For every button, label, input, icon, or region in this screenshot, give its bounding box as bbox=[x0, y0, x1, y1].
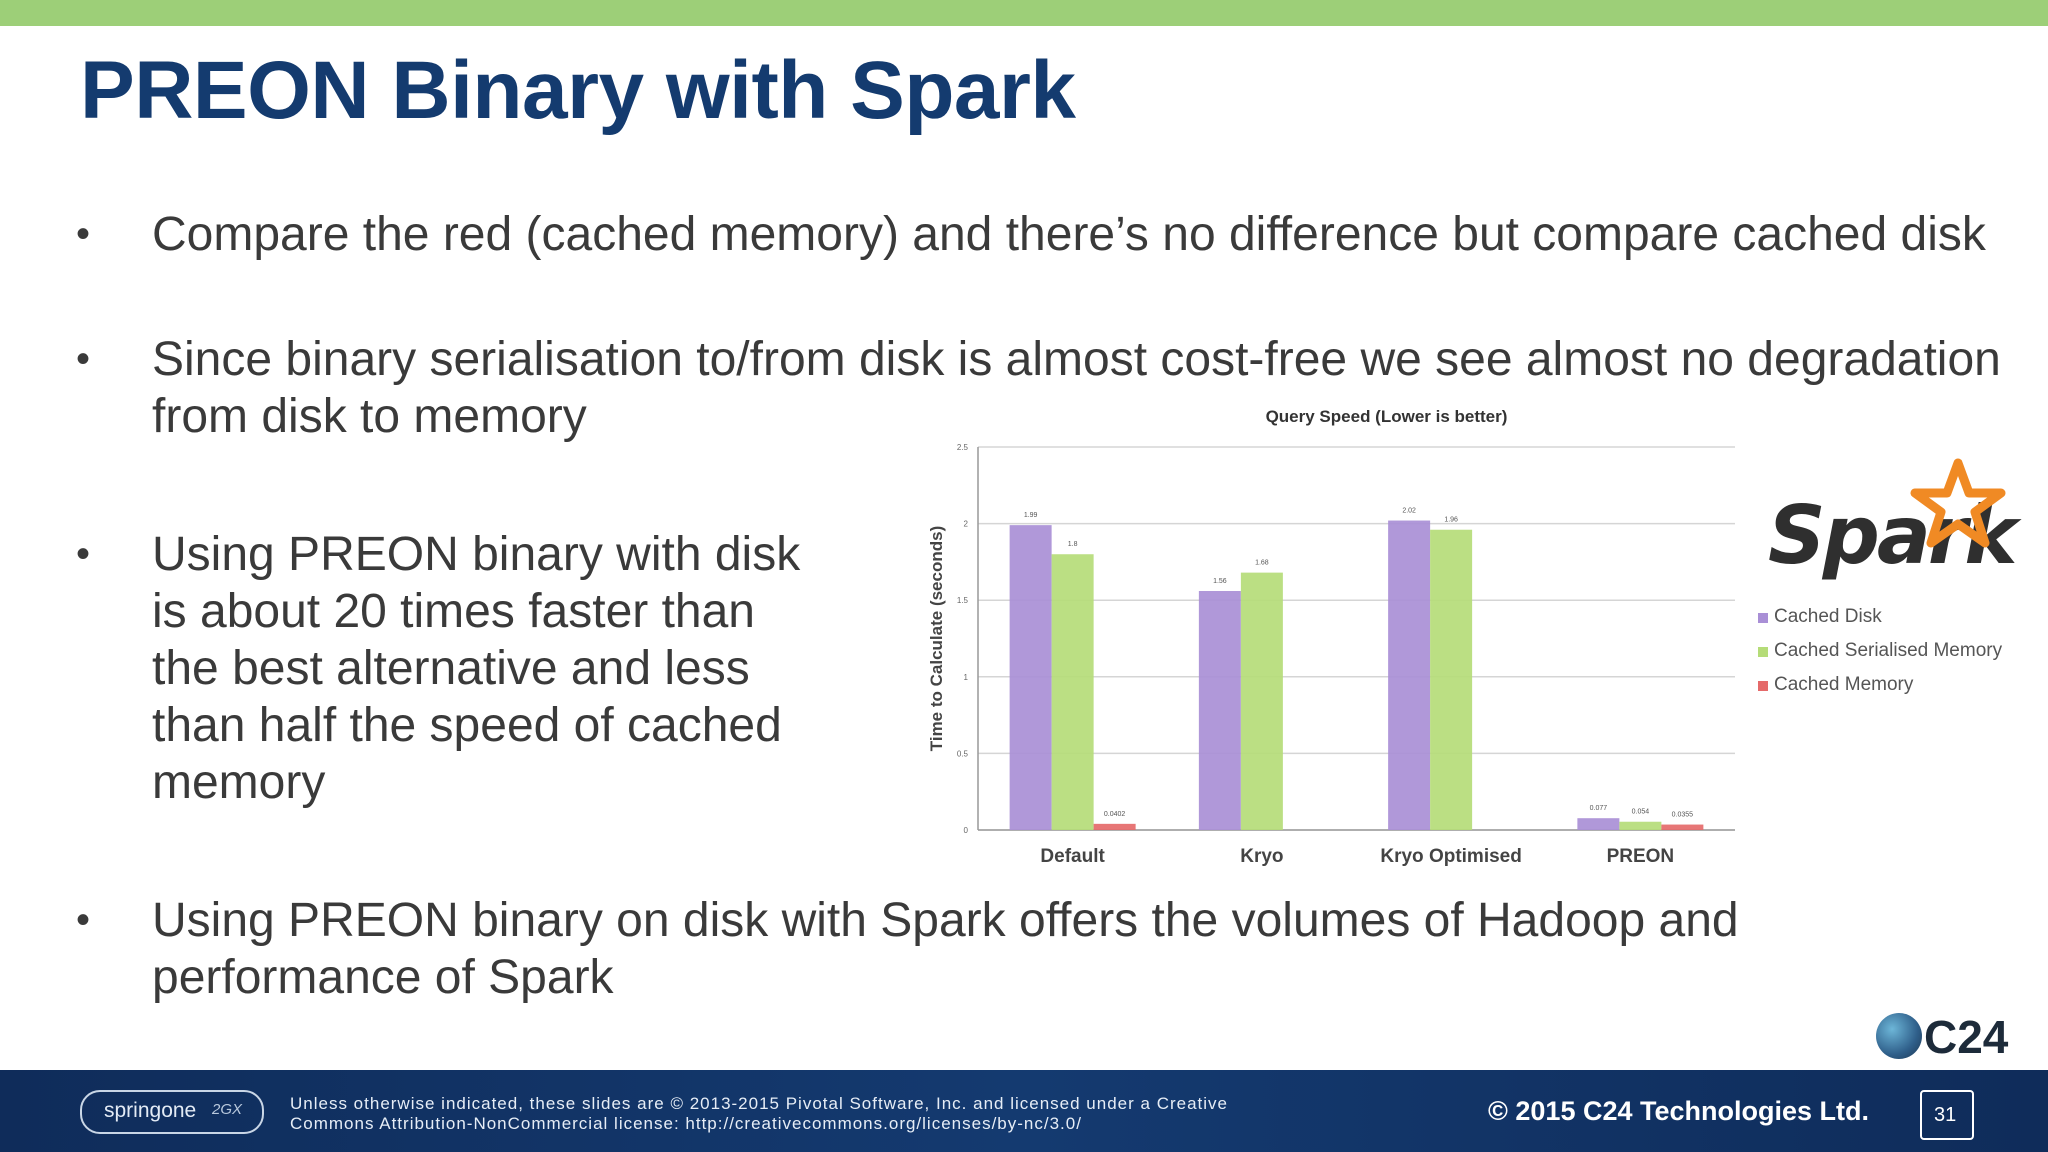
slide-title: PREON Binary with Spark bbox=[80, 45, 1076, 136]
bar bbox=[1430, 529, 1473, 830]
data-label: 0.054 bbox=[1632, 809, 1650, 816]
bar bbox=[1051, 554, 1094, 830]
data-label: 1.96 bbox=[1444, 517, 1458, 524]
bar bbox=[1619, 821, 1662, 830]
bullet-text: Compare the red (cached memory) and ther… bbox=[152, 208, 1986, 261]
data-label: 1.68 bbox=[1255, 560, 1269, 567]
x-tick-label: Default bbox=[1040, 846, 1105, 867]
page-number-text: 31 bbox=[1934, 1104, 1957, 1126]
chart-title: Query Speed (Lower is better) bbox=[1266, 407, 1508, 426]
bar bbox=[1661, 824, 1704, 830]
bar bbox=[1093, 823, 1136, 830]
bullet-dot: • bbox=[76, 337, 91, 381]
data-label: 2.02 bbox=[1402, 508, 1416, 515]
bullet-dot: • bbox=[76, 212, 91, 256]
bullet-item: • Using PREON binary with disk is about … bbox=[76, 526, 856, 816]
x-tick-label: PREON bbox=[1607, 846, 1675, 867]
data-label: 1.56 bbox=[1213, 578, 1227, 585]
bullet-item: • Using PREON binary on disk with Spark … bbox=[76, 892, 1976, 1006]
c24-globe-icon bbox=[1876, 1013, 1922, 1059]
bullet-text: Using PREON binary on disk with Spark of… bbox=[152, 894, 1739, 1004]
y-tick-label: 1.5 bbox=[957, 596, 969, 605]
copyright-text: © 2015 C24 Technologies Ltd. bbox=[1488, 1096, 1869, 1126]
data-label: 0.0355 bbox=[1672, 812, 1694, 819]
springone-logo: springone 2GX bbox=[80, 1090, 264, 1134]
y-tick-label: 0 bbox=[964, 826, 969, 835]
legend-label: Cached Memory bbox=[1774, 674, 1914, 695]
legend-swatch bbox=[1758, 613, 1768, 623]
spark-logo: Spark bbox=[1768, 455, 2018, 582]
bar bbox=[1577, 818, 1620, 830]
legend-swatch bbox=[1758, 681, 1768, 691]
data-label: 1.99 bbox=[1024, 512, 1038, 519]
bar bbox=[1009, 525, 1052, 830]
data-label: 0.077 bbox=[1590, 805, 1608, 812]
bullet-dot: • bbox=[76, 898, 91, 942]
y-axis-label: Time to Calculate (seconds) bbox=[927, 526, 946, 751]
chart-svg: Query Speed (Lower is better) 0 0.5 1 1.5 2 2.… bbox=[927, 407, 1735, 867]
bar bbox=[1198, 591, 1241, 830]
data-label: 1.8 bbox=[1068, 541, 1078, 548]
c24-logo: C24 bbox=[1876, 1008, 2016, 1064]
y-tick-label: 2.5 bbox=[957, 443, 969, 452]
bar bbox=[1240, 572, 1283, 830]
legend-label: Cached Serialised Memory bbox=[1774, 640, 2003, 661]
x-tick-label: Kryo Optimised bbox=[1380, 846, 1521, 867]
data-label: 0.0402 bbox=[1104, 811, 1126, 818]
bullet-text: Since binary serialisation to/from disk … bbox=[152, 333, 2001, 443]
footer-bar: springone 2GX Unless otherwise indicated… bbox=[0, 1070, 2048, 1152]
bullet-dot: • bbox=[76, 532, 91, 576]
x-tick-label: Kryo bbox=[1240, 846, 1283, 867]
bullet-text: Using PREON binary with disk is about 20… bbox=[152, 528, 801, 809]
springone-logo-suffix: 2GX bbox=[212, 1101, 243, 1118]
bar bbox=[1388, 520, 1431, 830]
query-speed-chart: Query Speed (Lower is better) 0 0.5 1 1.5 2 2.… bbox=[920, 400, 1760, 880]
top-accent-bar bbox=[0, 0, 2048, 26]
license-note: Unless otherwise indicated, these slides… bbox=[290, 1094, 1228, 1133]
bullet-item: • Compare the red (cached memory) and th… bbox=[76, 206, 1986, 320]
y-tick-label: 2 bbox=[964, 520, 969, 529]
page-number: 31 bbox=[1920, 1090, 1974, 1140]
spark-star-icon bbox=[1910, 458, 2006, 548]
bullet-item: • Since binary serialisation to/from dis… bbox=[76, 331, 2001, 445]
springone-logo-text: springone bbox=[104, 1099, 197, 1122]
y-tick-label: 0.5 bbox=[957, 749, 969, 758]
legend-swatch bbox=[1758, 647, 1768, 657]
y-tick-label: 1 bbox=[964, 673, 969, 682]
c24-logo-text: C24 bbox=[1924, 1011, 2009, 1063]
legend-label: Cached Disk bbox=[1774, 606, 1882, 627]
